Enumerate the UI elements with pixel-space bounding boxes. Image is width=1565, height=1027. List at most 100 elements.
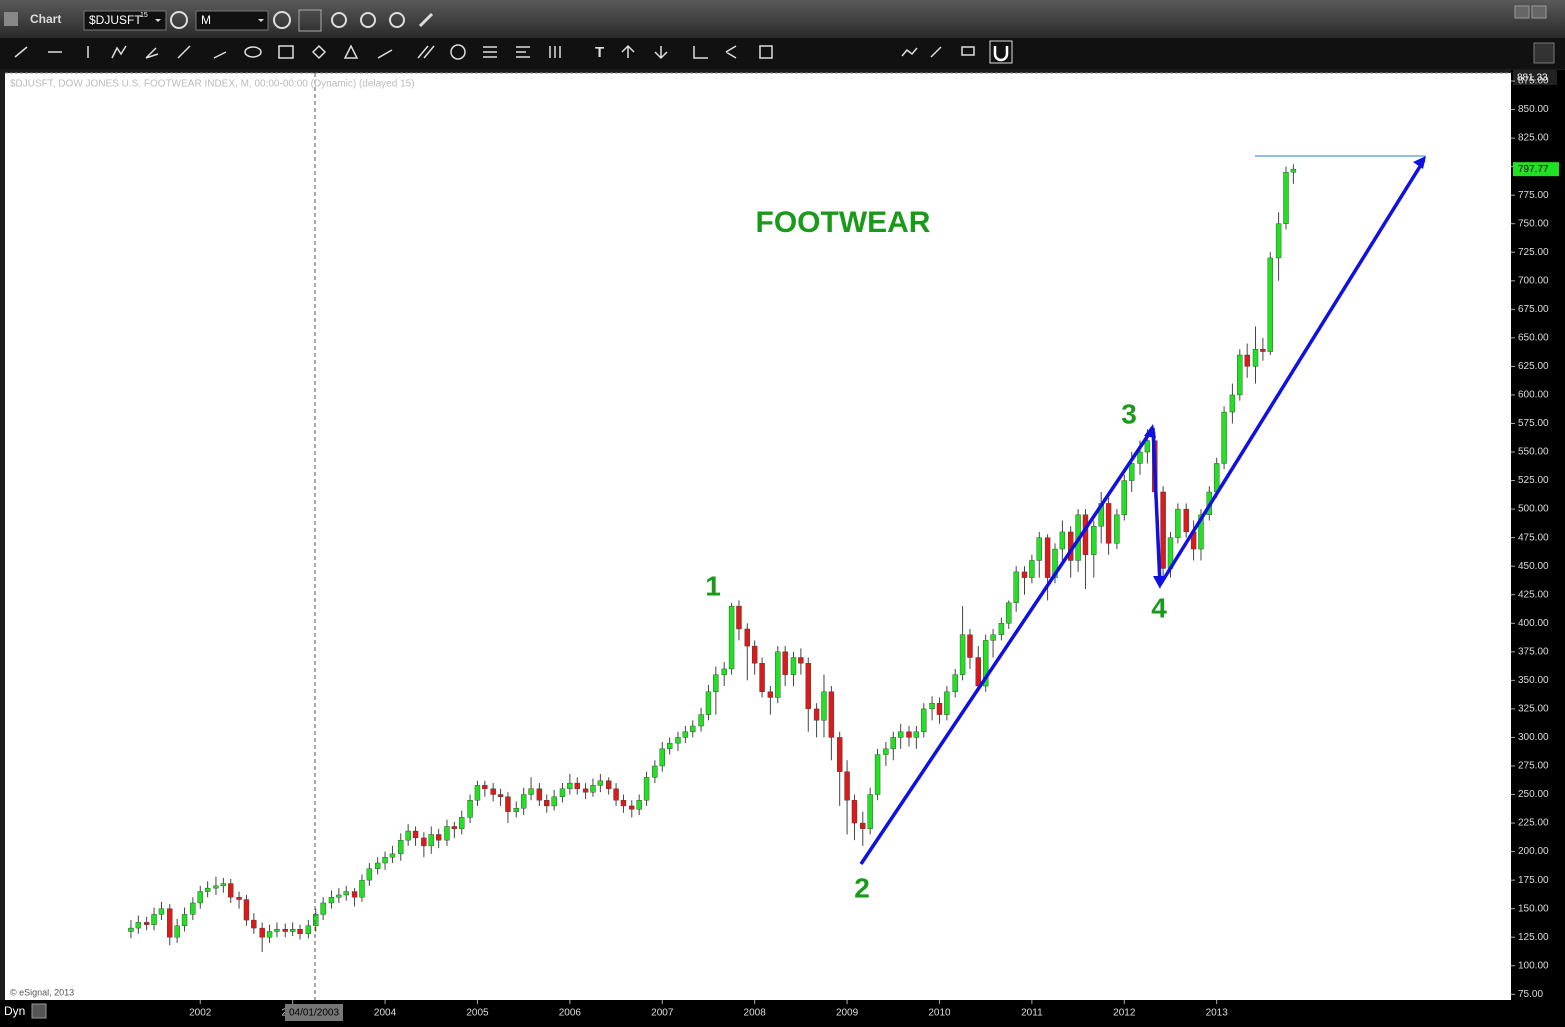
candle-body [636,800,642,810]
y-tick-label: 175.00 [1518,875,1549,886]
candle-body [474,785,481,801]
candle-body [713,674,719,692]
candle-body [1252,349,1259,367]
maximize-button[interactable] [1531,5,1547,19]
candle-body [204,887,211,892]
top-price-box [1513,70,1557,85]
candle-body [998,623,1005,635]
x-tick-label: 2011 [1021,1008,1043,1019]
chart-icon [4,12,18,26]
candle-body [759,663,765,692]
candle-body [444,826,450,841]
candle-body [790,657,797,675]
x-tick-label: 2013 [1206,1008,1229,1019]
candle-body [1114,514,1120,544]
clock-button[interactable] [273,11,291,29]
y-tick-label: 825.00 [1518,133,1549,144]
candle-body [944,691,950,715]
settings-button[interactable] [170,11,188,29]
panel-button[interactable] [1533,42,1555,64]
candle-body [243,899,250,921]
candle-body [320,902,326,915]
restore-button[interactable] [1514,5,1530,19]
candle-body [459,817,465,829]
candle-body [412,830,419,839]
chart-header: $DJUSFT, DOW JONES U.S. FOOTWEAR INDEX, … [10,79,415,90]
candle-body [767,691,774,698]
annotation: 2 [854,872,870,903]
y-tick-label: 400.00 [1518,618,1549,629]
candle-body [421,837,427,847]
y-tick-label: 75.00 [1518,989,1543,1000]
candle-body [1198,514,1204,550]
candle-body [1275,223,1282,259]
candle-body [213,885,219,889]
copyright: © eSignal, 2013 [10,987,74,997]
draw-button[interactable] [298,9,322,32]
candle-body [559,788,566,797]
candle-body [828,691,835,738]
y-tick-label: 525.00 [1518,475,1549,486]
candle-body [382,857,388,864]
candle-body [813,708,820,721]
candle-body [952,674,958,692]
interval-box[interactable] [195,10,269,31]
candle-body [482,785,488,789]
y-tick-label: 275.00 [1518,761,1549,772]
play-button[interactable] [360,12,376,28]
candle-body [251,919,257,929]
y-tick-label: 600.00 [1518,390,1549,401]
x-tick-label: 2012 [1113,1008,1136,1019]
candle-body [451,826,458,829]
candle-body [652,765,658,778]
candle-body [975,657,981,687]
candle-body [775,651,781,698]
annotation: 4 [1151,592,1167,623]
candle-body [336,894,342,898]
y-tick-label: 425.00 [1518,589,1549,600]
refresh-button[interactable] [331,12,347,28]
candle-body [798,657,804,664]
status: Dyn [4,1004,25,1018]
wave-arrows [859,159,1426,865]
candle-body [1229,394,1236,413]
candle-body [1267,257,1273,352]
candle-body [867,794,873,829]
candle-body [236,897,242,900]
annotation: 3 [1121,398,1137,429]
candle-body [936,702,943,715]
candle-body [613,788,619,801]
candle-body [844,771,850,801]
symbol: $DJUSFT [89,13,142,27]
candle-body [1283,172,1289,224]
text-tool[interactable]: T [595,44,604,61]
symbol-box[interactable] [83,10,167,31]
candle-body [505,796,511,812]
candle-body [1091,526,1097,555]
candle-body [428,834,434,847]
candle-body [666,742,673,750]
candle-body [675,737,681,744]
candle-body [135,922,142,929]
y-tick-label: 500.00 [1518,504,1549,515]
candle-body [1237,354,1243,396]
last-price-box [1513,162,1559,177]
candle-body [860,822,866,829]
y-tick-label: 575.00 [1518,418,1549,429]
candle-body [1021,571,1028,578]
candle-body [374,862,381,869]
status-button[interactable] [31,1003,47,1019]
candle-body [366,868,373,881]
plot-area [5,73,1511,1000]
arrow-3-4 [1151,427,1162,586]
candle-body [890,737,896,750]
candle-body [536,788,543,801]
candle-body [1260,349,1266,352]
y-tick-label: 675.00 [1518,304,1549,315]
alert-button[interactable] [389,12,405,28]
cursor-date-box [285,1004,343,1021]
link-button[interactable] [418,12,434,28]
candle-body [1290,168,1297,173]
candle-body [405,830,411,841]
